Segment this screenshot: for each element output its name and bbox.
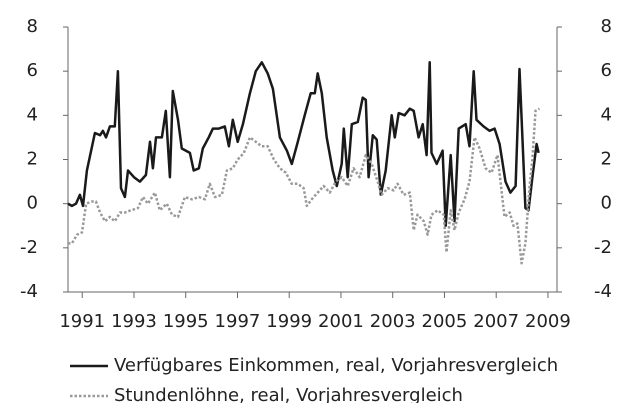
x-tick-label: 2009 — [525, 311, 571, 332]
x-tick-label: 2001 — [318, 311, 364, 332]
y-tick-label: 6 — [27, 60, 38, 81]
y-tick-label: 2 — [27, 149, 38, 170]
y-tick-label: 0 — [27, 193, 38, 214]
legend-label: Verfügbares Einkommen, real, Vorjahresve… — [114, 355, 558, 376]
x-tick-label: 1995 — [163, 311, 209, 332]
y2-tick-label: -2 — [594, 237, 612, 258]
y-tick-label: -2 — [20, 237, 38, 258]
y2-tick-label: 6 — [601, 60, 612, 81]
y2-tick-label: 8 — [601, 16, 612, 37]
series-line — [67, 61, 540, 228]
x-tick-label: 1999 — [266, 311, 312, 332]
y2-tick-label: 0 — [601, 193, 612, 214]
y2-tick-label: 4 — [601, 104, 612, 125]
series-line — [68, 107, 541, 265]
x-tick-label: 2003 — [370, 311, 416, 332]
x-tick-label: 2005 — [422, 311, 468, 332]
x-tick-label: 2007 — [473, 311, 519, 332]
x-tick-label: 1991 — [59, 311, 105, 332]
x-tick-label: 1997 — [215, 311, 261, 332]
y-tick-label: 8 — [27, 16, 38, 37]
legend-label: Stundenlöhne, real, Vorjahresvergleich — [114, 385, 463, 403]
y2-tick-label: -4 — [594, 281, 612, 302]
y-tick-label: -4 — [20, 281, 38, 302]
y-tick-label: 4 — [27, 104, 38, 125]
x-tick-label: 1993 — [111, 311, 157, 332]
y2-tick-label: 2 — [601, 149, 612, 170]
